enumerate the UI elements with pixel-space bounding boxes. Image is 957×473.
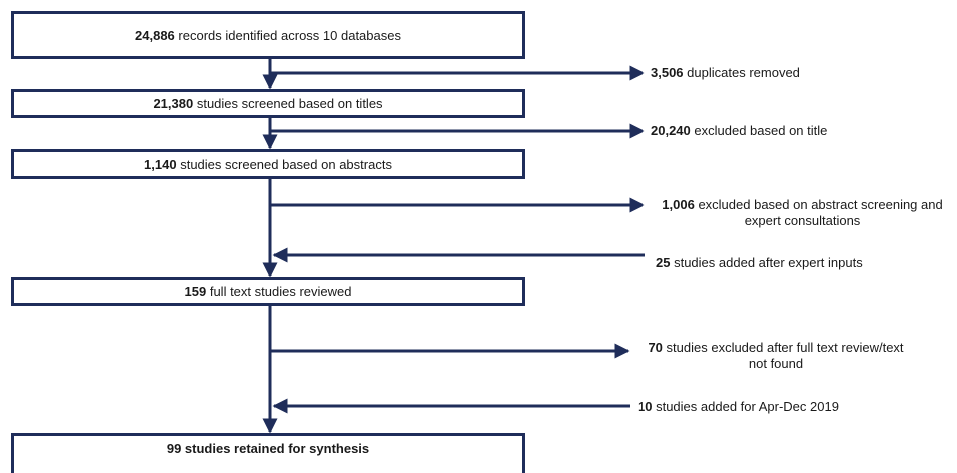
records-identified-count: 24,886 [135,27,175,43]
expert-added-label: 25 studies added after expert inputs [656,255,863,271]
duplicates-removed-text: duplicates removed [687,65,800,80]
title-excluded-label: 20,240 excluded based on title [651,123,827,139]
fulltext-review-text: full text studies reviewed [209,284,352,299]
fulltext-review-box: 159 full text studies reviewed [11,277,525,306]
title-screening-text: studies screened based on titles [196,96,383,111]
abstract-screening-text: studies screened based on abstracts [180,156,392,172]
aprdec-added-text: studies added for Apr-Dec 2019 [656,399,839,414]
duplicates-removed-label: 3,506 duplicates removed [651,65,800,81]
flow-connectors [262,58,645,434]
abstract-excluded-label: 1,006 excluded based on abstract screeni… [651,197,954,229]
fulltext-excluded-count: 70 [648,340,663,355]
abstract-excluded-count: 1,006 [662,197,695,212]
retained-synthesis-box: 99 studies retained for synthesis [11,433,525,473]
duplicates-removed-count: 3,506 [651,65,684,80]
title-excluded-count: 20,240 [651,123,691,138]
title-screening-count: 21,380 [153,96,194,111]
expert-added-count: 25 [656,255,671,270]
expert-added-text: studies added after expert inputs [674,255,863,270]
aprdec-added-count: 10 [638,399,653,414]
fulltext-excluded-line2: not found [748,356,804,371]
fulltext-excluded-text: studies excluded after full text review/… [666,340,904,355]
abstract-excluded-line2: expert consultations [744,213,861,228]
title-excluded-text: excluded based on title [694,123,828,138]
fulltext-review-count: 159 [184,284,207,299]
abstract-screening-count: 1,140 [144,156,177,172]
retained-synthesis-text: 99 studies retained for synthesis [166,441,370,456]
records-identified-text: records identified across 10 databases [178,27,401,43]
fulltext-excluded-label: 70 studies excluded after full text revi… [636,340,916,372]
abstract-screening-box: 1,140 studies screened based on abstract… [11,149,525,179]
title-screening-box: 21,380 studies screened based on titles [11,89,525,118]
aprdec-added-label: 10 studies added for Apr-Dec 2019 [638,399,839,415]
records-identified-box: 24,886 records identified across 10 data… [11,11,525,59]
abstract-excluded-text: excluded based on abstract screening and [698,197,943,212]
